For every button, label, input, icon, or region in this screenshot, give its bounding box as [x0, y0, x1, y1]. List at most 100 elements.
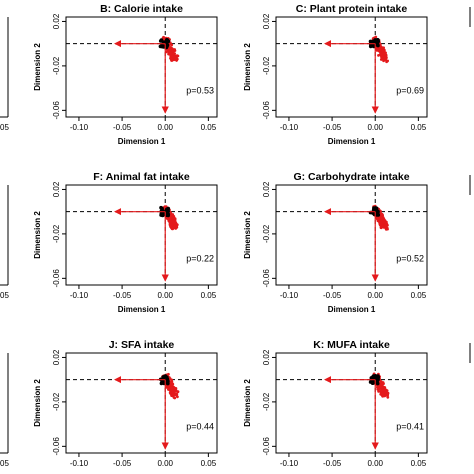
y-tick-label: -0.02	[262, 224, 271, 243]
cut-tick-label: 05	[0, 291, 9, 300]
panel-2: C: Plant protein intake -0.10 -0.05 0.00 0.0…	[243, 3, 428, 146]
panel-title: C: Plant protein intake	[296, 3, 408, 15]
red-point	[171, 391, 174, 395]
y-tick-label: -0.06	[52, 269, 61, 288]
black-point	[162, 374, 167, 379]
black-point	[375, 42, 380, 47]
x-tick-label: 0.05	[411, 123, 427, 132]
x-tick-label: -0.10	[280, 123, 299, 132]
x-tick-label: -0.05	[323, 123, 342, 132]
black-point	[160, 206, 164, 211]
black-point	[166, 381, 170, 386]
panel-3: F: Animal fat intake -0.10 -0.05 0.00 0.05 0.…	[33, 171, 218, 314]
red-point	[376, 385, 379, 389]
black-point	[374, 376, 379, 380]
black-point	[375, 379, 380, 383]
red-point	[168, 391, 172, 395]
panel-title: F: Animal fat intake	[93, 171, 190, 183]
red-point	[169, 51, 173, 55]
y-tick-label: -0.02	[52, 392, 61, 411]
y-axis-label: Dimension 2	[33, 211, 42, 259]
panel-1: B: Calorie intake -0.10 -0.05 0.00 0.05 0.02 -…	[33, 3, 218, 146]
red-point	[167, 388, 170, 391]
red-point	[174, 387, 178, 390]
plot-frame	[275, 352, 428, 454]
red-point	[381, 394, 385, 398]
y-tick-label: 0.02	[52, 181, 61, 197]
x-axis-label: Dimension 1	[328, 305, 376, 314]
cut-tick-label: 05	[0, 123, 9, 132]
x-tick-label: 0.05	[411, 459, 427, 468]
x-tick-label: -0.05	[323, 291, 342, 300]
red-point	[169, 225, 173, 228]
cut-tick-label: 05	[0, 459, 9, 468]
x-tick-label: 0.00	[157, 123, 173, 132]
red-point	[379, 223, 383, 226]
x-tick-label: -0.10	[280, 291, 299, 300]
red-point	[175, 54, 179, 58]
panel-title: G: Carbohydrate intake	[293, 171, 409, 183]
y-tick-label: -0.06	[262, 437, 271, 456]
red-point	[170, 386, 174, 390]
red-point	[168, 220, 172, 224]
plot-frame	[65, 184, 218, 286]
x-tick-label: -0.10	[70, 123, 89, 132]
y-axis-label: Dimension 2	[243, 379, 252, 427]
red-point	[170, 378, 174, 382]
y-tick-label: -0.06	[52, 101, 61, 120]
x-tick-label: 0.00	[367, 459, 383, 468]
panel-title: K: MUFA intake	[313, 339, 390, 351]
x-axis-label: Dimension 1	[328, 137, 376, 146]
panel-title: J: SFA intake	[109, 339, 175, 351]
red-point	[175, 389, 178, 393]
red-point	[386, 59, 389, 63]
red-point	[168, 49, 172, 52]
red-point	[380, 217, 384, 221]
x-tick-label: 0.05	[411, 291, 427, 300]
y-tick-label: 0.02	[262, 181, 271, 197]
x-tick-label: 0.05	[201, 459, 217, 468]
x-tick-label: -0.10	[70, 459, 89, 468]
red-point	[377, 390, 380, 393]
red-point	[172, 52, 175, 56]
x-tick-label: 0.00	[157, 459, 173, 468]
black-point	[158, 39, 163, 43]
red-point	[172, 216, 175, 220]
red-point	[173, 221, 177, 225]
panel-title: B: Calorie intake	[100, 3, 183, 15]
p-value-label: p=0.52	[396, 254, 424, 264]
red-point	[379, 226, 383, 230]
panel-4: G: Carbohydrate intake -0.10 -0.05 0.00 0.05…	[243, 171, 428, 314]
plot-frame	[275, 16, 428, 118]
x-tick-label: -0.05	[113, 291, 132, 300]
plot-frame	[275, 184, 428, 286]
red-point	[170, 54, 174, 58]
red-point	[170, 43, 174, 47]
red-point	[380, 389, 383, 392]
red-point	[165, 386, 169, 389]
p-value-label: p=0.22	[186, 254, 214, 264]
red-point	[381, 57, 385, 61]
x-tick-label: -0.10	[280, 459, 299, 468]
red-point	[383, 56, 387, 60]
x-tick-label: 0.05	[201, 291, 217, 300]
red-point	[384, 226, 387, 229]
red-point	[385, 220, 388, 224]
red-point	[175, 393, 178, 397]
red-point	[384, 388, 387, 392]
red-point	[375, 216, 379, 220]
black-point	[376, 213, 381, 217]
black-point	[166, 213, 170, 218]
x-tick-label: 0.00	[367, 123, 383, 132]
black-point	[166, 209, 170, 213]
panel-6: K: MUFA intake -0.10 -0.05 0.00 0.05 0.02 -0.0…	[243, 339, 428, 474]
red-point	[170, 381, 174, 385]
red-point	[377, 219, 381, 223]
red-point	[175, 223, 179, 227]
red-point	[382, 220, 385, 224]
red-point	[380, 386, 384, 390]
plot-frame	[65, 16, 218, 118]
black-point	[165, 39, 170, 43]
y-tick-label: -0.02	[262, 392, 271, 411]
black-point	[165, 43, 169, 47]
